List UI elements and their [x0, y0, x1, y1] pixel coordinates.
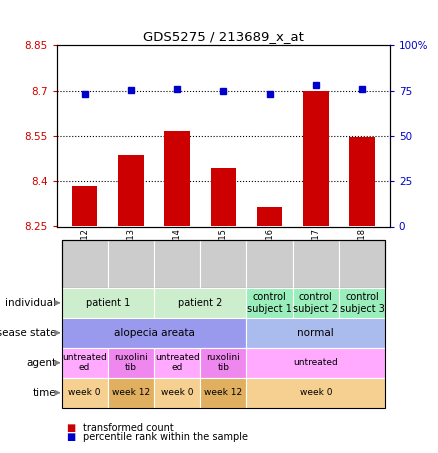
Text: disease state: disease state: [0, 328, 56, 338]
Bar: [293, 288, 339, 318]
Text: untreated
ed: untreated ed: [62, 353, 107, 372]
Bar: [247, 318, 385, 348]
Bar: [211, 168, 236, 226]
Bar: [108, 240, 154, 288]
Text: alopecia areata: alopecia areata: [113, 328, 194, 338]
Text: control
subject 1: control subject 1: [247, 292, 292, 313]
Text: normal: normal: [297, 328, 334, 338]
Text: week 0: week 0: [161, 388, 194, 397]
Bar: [62, 288, 154, 318]
Text: patient 1: patient 1: [86, 298, 130, 308]
Bar: [247, 378, 385, 408]
Text: ruxolini
tib: ruxolini tib: [206, 353, 240, 372]
Bar: [247, 240, 293, 288]
Text: percentile rank within the sample: percentile rank within the sample: [83, 432, 248, 442]
Bar: [62, 240, 385, 288]
Bar: [154, 378, 200, 408]
Bar: [339, 288, 385, 318]
Bar: [293, 240, 339, 288]
Text: ruxolini
tib: ruxolini tib: [114, 353, 148, 372]
Bar: [62, 378, 108, 408]
Bar: [62, 240, 108, 288]
Text: control
subject 3: control subject 3: [339, 292, 385, 313]
Bar: [247, 348, 385, 378]
Bar: [200, 348, 247, 378]
Bar: [118, 155, 144, 226]
Bar: [62, 348, 108, 378]
Bar: [72, 186, 97, 226]
Bar: [108, 378, 154, 408]
Bar: [303, 91, 328, 226]
Title: GDS5275 / 213689_x_at: GDS5275 / 213689_x_at: [143, 30, 304, 43]
Text: week 0: week 0: [68, 388, 101, 397]
Bar: [154, 288, 247, 318]
Text: agent: agent: [26, 358, 56, 368]
Bar: [257, 207, 283, 226]
Text: untreated
ed: untreated ed: [155, 353, 200, 372]
Bar: [62, 318, 247, 348]
Text: individual: individual: [5, 298, 56, 308]
Bar: [164, 131, 190, 226]
Text: transformed count: transformed count: [83, 423, 174, 433]
Text: week 0: week 0: [300, 388, 332, 397]
Bar: [108, 348, 154, 378]
Text: untreated: untreated: [293, 358, 338, 367]
Text: ■: ■: [66, 432, 75, 442]
Bar: [350, 137, 375, 226]
Text: week 12: week 12: [204, 388, 243, 397]
Text: week 12: week 12: [112, 388, 150, 397]
Text: time: time: [32, 388, 56, 398]
Bar: [200, 378, 247, 408]
Text: patient 2: patient 2: [178, 298, 223, 308]
Bar: [154, 240, 200, 288]
Bar: [339, 240, 385, 288]
Bar: [247, 288, 293, 318]
Text: ■: ■: [66, 423, 75, 433]
Bar: [200, 240, 247, 288]
Bar: [154, 348, 200, 378]
Text: control
subject 2: control subject 2: [293, 292, 338, 313]
